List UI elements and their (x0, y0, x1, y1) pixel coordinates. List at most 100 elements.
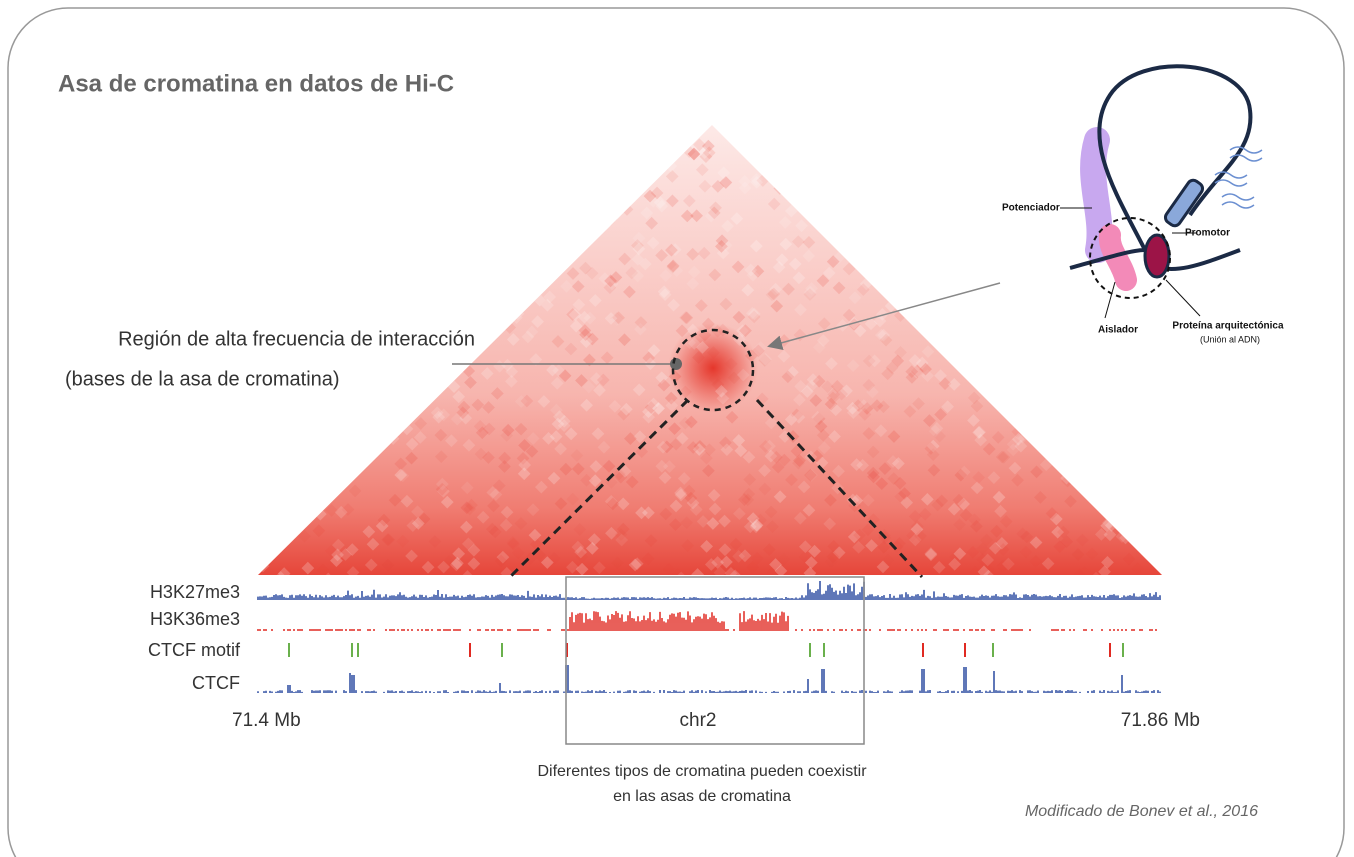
heat-cell (473, 235, 486, 248)
heat-cell (260, 222, 273, 235)
heat-cell (1070, 238, 1083, 251)
heat-cell (350, 195, 363, 208)
heat-cell (264, 213, 277, 226)
heat-cell (322, 308, 335, 321)
heat-cell (1139, 276, 1152, 289)
heat-cell (370, 435, 383, 448)
heat-cell (883, 149, 896, 162)
heat-cell (303, 300, 316, 313)
heat-cell (342, 455, 355, 468)
slide: Asa de cromatina en datos de Hi-C Región… (0, 0, 1354, 857)
heat-cell (1054, 145, 1067, 158)
heat-cell (1006, 311, 1019, 324)
heat-cell (293, 401, 306, 414)
heat-cell (295, 455, 308, 468)
heat-cell (1085, 488, 1098, 501)
heat-cell (1001, 167, 1014, 180)
heat-cell (527, 280, 540, 293)
heat-cell (863, 215, 876, 228)
heat-cell (312, 411, 325, 424)
heat-cell (255, 505, 268, 518)
heat-cell (549, 151, 562, 164)
heat-cell (256, 475, 269, 488)
heat-cell (298, 478, 311, 491)
heat-cell (942, 262, 955, 275)
heat-cell (920, 277, 933, 290)
title: Asa de cromatina en datos de Hi-C (58, 70, 454, 97)
heat-cell (846, 235, 859, 248)
heat-cell (982, 322, 995, 335)
heat-cell (1015, 347, 1028, 360)
heat-cell (1148, 472, 1161, 485)
heat-cell (325, 471, 338, 484)
heat-cell (410, 274, 423, 287)
heat-cell (560, 207, 573, 220)
heat-cell (307, 397, 320, 410)
heat-cell (873, 127, 886, 140)
diagram-label: (Unión al ADN) (1200, 334, 1260, 344)
heat-cell (382, 429, 395, 442)
heat-cell (330, 174, 343, 187)
heat-cell (473, 296, 486, 309)
heat-cell (449, 202, 462, 215)
heat-cell (563, 230, 576, 243)
heat-cell (426, 288, 439, 301)
heat-cell (1150, 465, 1163, 478)
heatmap (252, 125, 1165, 586)
heat-cell (818, 130, 831, 143)
heat-cell (508, 288, 521, 301)
heat-cell (1066, 153, 1079, 166)
heat-cell (530, 150, 543, 163)
heat-cell (1065, 345, 1078, 358)
heat-cell (362, 397, 375, 410)
heat-cell (338, 127, 351, 140)
heat-cell (854, 225, 867, 238)
heat-cell (894, 250, 907, 263)
heat-cell (1149, 413, 1162, 426)
heat-cell (921, 138, 934, 151)
heat-cell (942, 262, 955, 275)
heat-cell (962, 359, 975, 372)
heat-cell (257, 200, 270, 213)
heat-cell (536, 158, 549, 171)
heat-cell (1143, 190, 1156, 203)
heat-cell (441, 200, 454, 213)
heat-cell (1076, 471, 1089, 484)
heat-cell (818, 132, 831, 145)
heat-cell (518, 164, 531, 177)
heat-cell (284, 313, 297, 326)
axis-label: 71.86 Mb (1121, 710, 1200, 731)
heat-cell (270, 227, 283, 240)
heat-cell (447, 244, 460, 257)
diagram-label: Aislador (1098, 325, 1138, 336)
heat-cell (885, 253, 898, 266)
heat-cell (998, 339, 1011, 352)
heat-cell (1064, 244, 1077, 257)
heat-cell (914, 187, 927, 200)
heat-cell (968, 354, 981, 367)
heat-cell (392, 189, 405, 202)
heat-cell (1099, 384, 1112, 397)
heat-cell (374, 178, 387, 191)
heat-cell (277, 503, 290, 516)
heat-cell (880, 161, 893, 174)
heat-cell (1108, 440, 1121, 453)
heat-cell (992, 350, 1005, 363)
heat-cell (1123, 142, 1136, 155)
heat-cell (362, 165, 375, 178)
heat-cell (295, 401, 308, 414)
heat-cell (283, 258, 296, 271)
heat-cell (375, 313, 388, 326)
heat-cell (902, 275, 915, 288)
heat-cell (394, 314, 407, 327)
heat-cell (350, 249, 363, 262)
heat-cell (985, 209, 998, 222)
heat-cell (381, 309, 394, 322)
heat-cell (925, 235, 938, 248)
heat-cell (592, 186, 605, 199)
heat-cell (1140, 339, 1153, 352)
heat-cell (1022, 262, 1035, 275)
heat-cell (282, 188, 295, 201)
heat-cell (1090, 390, 1103, 403)
caption: Diferentes tipos de cromatina pueden coe… (537, 763, 867, 780)
